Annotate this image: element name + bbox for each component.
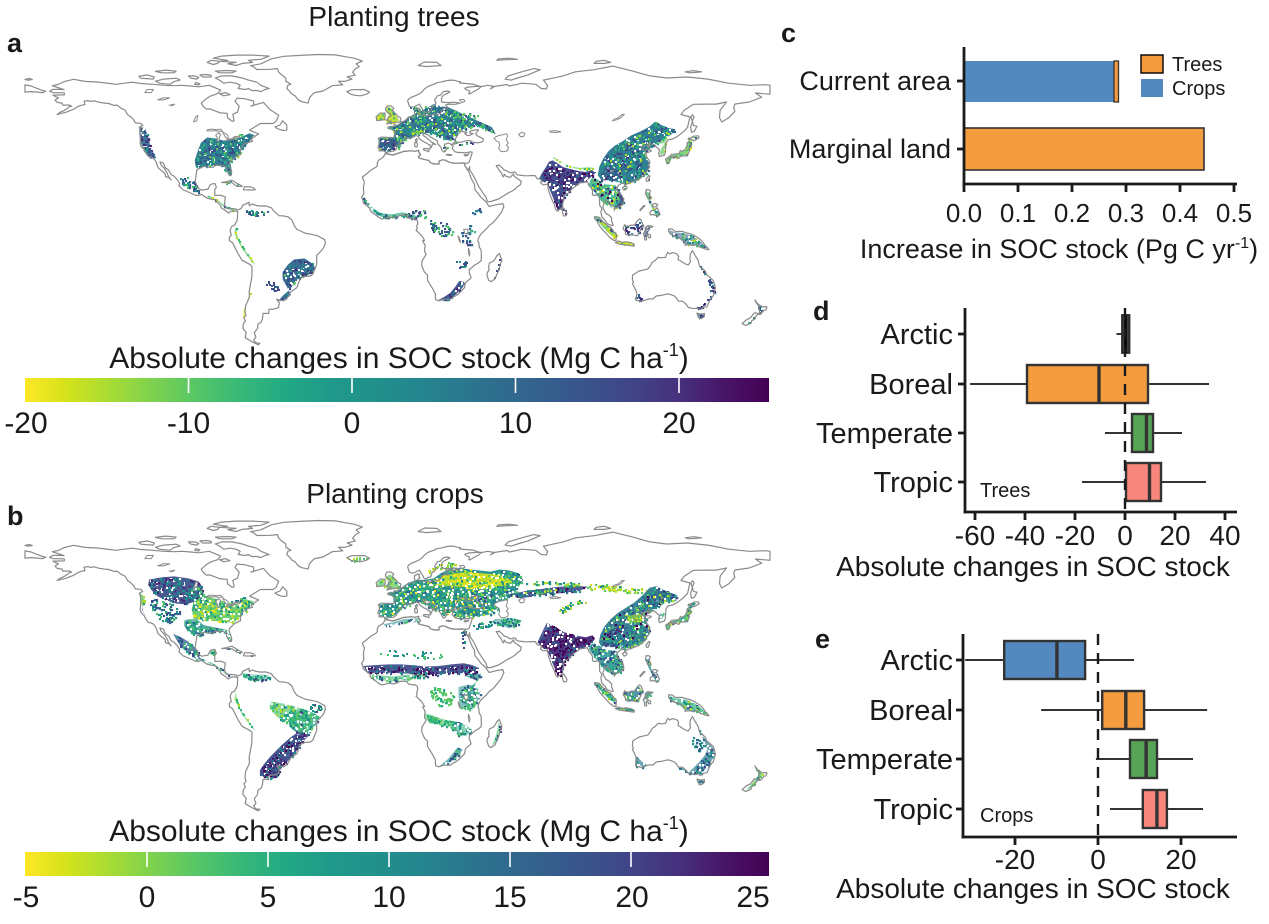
svg-text:Tropic: Tropic <box>874 794 954 826</box>
svg-text:Absolute changes in SOC stock: Absolute changes in SOC stock (Mg C ha-1… <box>109 813 689 848</box>
svg-text:Absolute changes in SOC stock: Absolute changes in SOC stock <box>836 551 1231 582</box>
svg-text:20: 20 <box>662 407 695 440</box>
svg-text:20: 20 <box>615 881 648 914</box>
svg-text:Current area: Current area <box>799 66 952 96</box>
svg-text:Trees: Trees <box>1172 54 1222 76</box>
svg-text:Increase in SOC stock (Pg C yr: Increase in SOC stock (Pg C yr-1) <box>860 234 1258 264</box>
svg-text:0.5: 0.5 <box>1216 198 1252 228</box>
svg-text:0.0: 0.0 <box>946 198 982 228</box>
svg-text:Absolute changes in SOC stock: Absolute changes in SOC stock (Mg C ha-1… <box>109 340 689 375</box>
svg-text:20: 20 <box>1159 520 1190 551</box>
svg-text:0: 0 <box>1117 520 1133 551</box>
svg-text:Crops: Crops <box>1172 78 1225 100</box>
svg-text:10: 10 <box>372 881 405 914</box>
svg-text:10: 10 <box>499 407 532 440</box>
svg-text:40: 40 <box>1209 520 1240 551</box>
svg-text:e: e <box>815 624 830 654</box>
svg-text:d: d <box>813 296 830 326</box>
svg-text:-20: -20 <box>995 844 1035 875</box>
svg-text:-5: -5 <box>13 881 40 914</box>
svg-text:0.3: 0.3 <box>1108 198 1144 228</box>
svg-text:0: 0 <box>1090 844 1106 875</box>
svg-text:5: 5 <box>260 881 277 914</box>
svg-text:Trees: Trees <box>980 480 1030 502</box>
svg-text:-40: -40 <box>1005 520 1045 551</box>
svg-text:0.4: 0.4 <box>1162 198 1198 228</box>
svg-text:20: 20 <box>1165 844 1196 875</box>
svg-text:Boreal: Boreal <box>869 369 953 401</box>
svg-text:0: 0 <box>139 881 156 914</box>
svg-text:0.2: 0.2 <box>1054 198 1090 228</box>
svg-text:Planting trees: Planting trees <box>308 1 479 32</box>
svg-text:Arctic: Arctic <box>881 319 954 351</box>
svg-text:b: b <box>7 501 24 531</box>
svg-text:-20: -20 <box>1055 520 1095 551</box>
svg-text:0: 0 <box>344 407 361 440</box>
svg-text:-60: -60 <box>955 520 995 551</box>
svg-text:Temperate: Temperate <box>816 744 953 776</box>
svg-text:25: 25 <box>736 881 769 914</box>
svg-text:-10: -10 <box>167 407 210 440</box>
svg-text:15: 15 <box>493 881 526 914</box>
svg-text:Tropic: Tropic <box>874 467 954 499</box>
svg-text:Planting crops: Planting crops <box>306 478 483 509</box>
svg-text:0.1: 0.1 <box>1000 198 1036 228</box>
svg-text:c: c <box>781 18 796 48</box>
svg-text:Temperate: Temperate <box>816 418 953 450</box>
svg-text:Marginal land: Marginal land <box>789 134 951 164</box>
svg-text:Crops: Crops <box>980 805 1033 827</box>
svg-text:Absolute changes in SOC stock: Absolute changes in SOC stock <box>836 873 1231 904</box>
svg-text:Arctic: Arctic <box>881 645 954 677</box>
svg-text:-20: -20 <box>4 407 47 440</box>
svg-text:Boreal: Boreal <box>869 695 953 727</box>
svg-text:a: a <box>7 28 23 58</box>
